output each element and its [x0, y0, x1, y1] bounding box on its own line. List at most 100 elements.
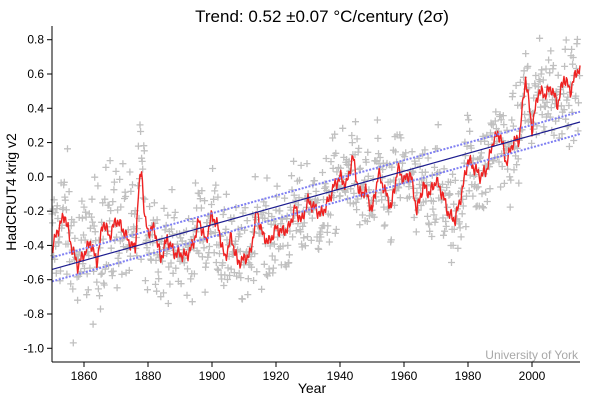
scatter-point: [356, 221, 364, 229]
scatter-point: [236, 230, 244, 238]
scatter-point: [538, 66, 546, 74]
scatter-point: [463, 192, 470, 200]
scatter-point: [161, 226, 169, 234]
scatter-point: [379, 166, 387, 173]
scatter-point: [288, 186, 296, 194]
scatter-point: [298, 243, 306, 251]
scatter-point: [466, 171, 474, 179]
y-tick-label: -0.6: [23, 273, 44, 287]
scatter-point: [214, 266, 222, 274]
scatter-point: [296, 176, 303, 184]
scatter-point: [524, 62, 532, 70]
scatter-point: [409, 168, 417, 176]
scatter-point: [235, 269, 243, 277]
scatter-point: [387, 236, 395, 244]
scatter-point: [429, 197, 437, 205]
scatter-point: [371, 157, 379, 165]
scatter-point: [258, 285, 266, 293]
scatter-point: [214, 193, 222, 201]
scatter-point: [262, 271, 270, 278]
scatter-point: [431, 218, 439, 226]
scatter-point: [536, 78, 544, 85]
scatter-point: [359, 211, 366, 219]
scatter-point: [107, 244, 115, 252]
scatter-point: [439, 214, 447, 222]
scatter-point: [315, 237, 323, 245]
scatter-point: [462, 223, 470, 231]
scatter-point: [222, 190, 230, 198]
scatter-point: [569, 54, 577, 61]
scatter-point: [443, 203, 451, 211]
scatter-point: [451, 176, 459, 184]
axes-layer: 1860 1880 1900 1920 1940 1960 1980 2000 -1.0 -0.8…: [23, 26, 580, 383]
scatter-point: [386, 178, 394, 186]
scatter-point: [396, 131, 404, 139]
scatter-point: [210, 195, 218, 203]
scatter-point: [66, 229, 74, 237]
scatter-point: [352, 118, 359, 126]
scatter-point: [408, 148, 416, 156]
scatter-point: [301, 242, 309, 250]
scatter-point: [276, 207, 284, 215]
scatter-point: [331, 130, 339, 138]
scatter-point: [574, 127, 582, 135]
scatter-point: [441, 227, 449, 235]
scatter-point: [303, 160, 311, 168]
scatter-point: [201, 197, 209, 205]
scatter-point: [166, 280, 174, 288]
scatter-point: [274, 233, 282, 241]
scatter-point: [157, 293, 165, 301]
scatter-point: [237, 274, 245, 282]
scatter-point: [421, 168, 429, 176]
scatter-point: [459, 202, 467, 210]
scatter-point: [311, 177, 318, 185]
scatter-point: [540, 123, 548, 131]
scatter-point: [362, 158, 370, 166]
scatter-point: [95, 236, 103, 244]
scatter-point: [188, 298, 196, 306]
scatter-point: [273, 193, 281, 201]
scatter-point: [514, 155, 522, 163]
scatter-point: [154, 268, 162, 276]
scatter-point: [294, 201, 302, 209]
scatter-point: [271, 256, 279, 264]
y-tick-label: -1.0: [23, 341, 44, 355]
scatter-point: [80, 231, 87, 239]
scatter-point: [429, 205, 437, 213]
scatter-point: [456, 218, 463, 226]
scatter-point: [69, 339, 77, 347]
chart-title: Trend: 0.52 ±0.07 °C/century (2σ): [195, 7, 449, 26]
scatter-point: [327, 211, 334, 219]
x-tick-label: 1920: [263, 369, 290, 383]
scatter-point: [352, 198, 360, 206]
scatter-point: [240, 261, 248, 269]
scatter-point: [285, 259, 293, 267]
scatter-point: [251, 250, 259, 258]
scatter-point: [119, 160, 127, 168]
trend-upper-bound-line: [51, 110, 581, 259]
scatter-point: [325, 238, 333, 246]
scatter-point: [260, 198, 268, 206]
scatter-point: [84, 286, 92, 294]
scatter-point: [211, 187, 219, 195]
y-tick-label: -0.2: [23, 204, 44, 218]
scatter-point: [263, 174, 271, 182]
scatter-point: [97, 270, 105, 278]
scatter-point: [415, 154, 423, 162]
scatter-point: [560, 90, 568, 98]
scatter-point: [90, 222, 98, 230]
scatter-point: [374, 134, 382, 142]
scatter-point: [497, 183, 505, 191]
scatter-point: [107, 207, 115, 215]
scatter-point: [572, 65, 580, 72]
scatter-point: [268, 252, 276, 260]
scatter-point: [94, 182, 102, 190]
scatter-point: [500, 179, 508, 187]
scatter-point: [317, 233, 325, 241]
scatter-point: [478, 190, 486, 198]
scatter-point: [251, 173, 259, 181]
scatter-point: [439, 180, 446, 188]
scatter-point: [282, 263, 290, 271]
scatter-point: [99, 199, 107, 207]
